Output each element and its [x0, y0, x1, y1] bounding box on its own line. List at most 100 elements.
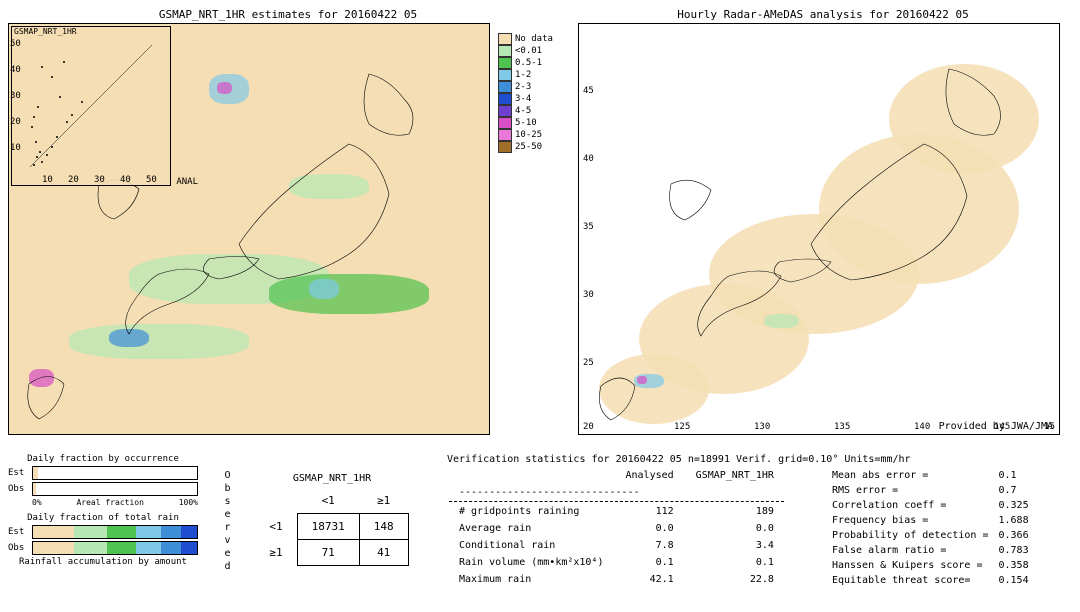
- obs-occ-bar: [32, 482, 198, 496]
- stat-row: Hanssen & Kuipers score =0.358: [828, 559, 1033, 572]
- accum-segment: [74, 526, 107, 538]
- stat-row: Correlation coeff =0.325: [828, 499, 1033, 512]
- inset-ytick: 30: [10, 91, 21, 101]
- accum-segment: [181, 542, 197, 554]
- radar-corner-lat: 20: [583, 422, 594, 432]
- verif-row: Conditional rain7.83.4: [449, 538, 784, 553]
- legend-label: 3-4: [515, 94, 531, 104]
- legend-row: 4-5: [498, 105, 568, 117]
- verif-analysed: 42.1: [616, 572, 684, 587]
- legend-label: 2-3: [515, 82, 531, 92]
- legend-label: 4-5: [515, 106, 531, 116]
- verif-label: # gridpoints raining: [449, 504, 614, 519]
- row-lt1: <1: [255, 514, 297, 540]
- est-total-row: Est: [8, 525, 198, 539]
- radar-ytick: 25: [583, 358, 594, 368]
- stat-row: Equitable threat score=0.154: [828, 574, 1033, 587]
- verif-label: Conditional rain: [449, 538, 614, 553]
- stat-value: 0.783: [995, 544, 1033, 557]
- verif-row: # gridpoints raining112189: [449, 504, 784, 519]
- legend-swatch: [498, 69, 512, 81]
- radar-title: Hourly Radar-AMeDAS analysis for 2016042…: [578, 8, 1068, 21]
- verif-table: AnalysedGSMAP_NRT_1HR ------------------…: [447, 467, 786, 589]
- accum-segment: [107, 542, 137, 554]
- stat-label: RMS error =: [828, 484, 993, 497]
- legend-swatch: [498, 141, 512, 153]
- stat-label: Hanssen & Kuipers score =: [828, 559, 993, 572]
- stat-label: Mean abs error =: [828, 469, 993, 482]
- inset-xtick: 50: [146, 175, 157, 185]
- accum-segment: [74, 542, 107, 554]
- legend-label: No data: [515, 34, 553, 44]
- verif-analysed: 7.8: [616, 538, 684, 553]
- legend-swatch: [498, 117, 512, 129]
- contingency-grid: <1≥1 <118731148 ≥17141: [255, 488, 408, 566]
- stat-label: False alarm ratio =: [828, 544, 993, 557]
- coastline-svg: [579, 24, 1059, 434]
- hdr-est: GSMAP_NRT_1HR: [686, 469, 784, 483]
- accum-segment: [33, 542, 74, 554]
- legend-row: 0.5-1: [498, 57, 568, 69]
- accum-segment: [161, 526, 181, 538]
- est-occ-bar: [32, 466, 198, 480]
- verif-est: 189: [686, 504, 784, 519]
- obs-total-row: Obs: [8, 541, 198, 555]
- obs-label: Obs: [8, 484, 32, 494]
- contingency-table: GSMAP_NRT_1HR <1≥1 <118731148 ≥17141: [237, 473, 427, 570]
- inset-ytick: 10: [10, 143, 21, 153]
- stat-label: Probability of detection =: [828, 529, 993, 542]
- fraction-panel: Daily fraction by occurrence Est Obs 0% …: [8, 454, 198, 589]
- legend-swatch: [498, 33, 512, 45]
- hdr-analysed: Analysed: [616, 469, 684, 483]
- legend-label: <0.01: [515, 46, 542, 56]
- obs-occ-row: Obs: [8, 482, 198, 496]
- verif-est: 22.8: [686, 572, 784, 587]
- accum-segment: [33, 526, 74, 538]
- axis-0: 0%: [32, 498, 42, 507]
- inset-anal: ANAL: [176, 177, 198, 187]
- radar-panel: Hourly Radar-AMeDAS analysis for 2016042…: [578, 8, 1068, 448]
- legend-swatch: [498, 105, 512, 117]
- axis-mid: Areal fraction: [76, 498, 143, 507]
- verif-est: 0.1: [686, 555, 784, 570]
- stat-row: Mean abs error =0.1: [828, 469, 1033, 482]
- observed-label: Observed: [218, 466, 237, 578]
- legend-label: 10-25: [515, 130, 542, 140]
- stat-value: 0.325: [995, 499, 1033, 512]
- stat-value: 0.1: [995, 469, 1033, 482]
- stat-row: Probability of detection =0.366: [828, 529, 1033, 542]
- cell-00: 18731: [297, 514, 359, 540]
- accum-segment: [181, 526, 197, 538]
- accum-segment: [136, 542, 161, 554]
- legend-swatch: [498, 57, 512, 69]
- stat-value: 0.7: [995, 484, 1033, 497]
- legend-row: 2-3: [498, 81, 568, 93]
- inset-svg: [12, 27, 170, 185]
- radar-ytick: 40: [583, 154, 594, 164]
- inset-scatter: GSMAP_NRT_1HR ANAL 50 40 30 20: [11, 26, 171, 186]
- legend-label: 5-10: [515, 118, 537, 128]
- gsmap-map: GSMAP_NRT_1HR ANAL 50 40 30 20: [8, 23, 490, 435]
- legend-row: 10-25: [498, 129, 568, 141]
- gsmap-panel: GSMAP_NRT_1HR estimates for 20160422 05: [8, 8, 568, 448]
- verif-row: Average rain0.00.0: [449, 521, 784, 536]
- obs-label: Obs: [8, 543, 32, 553]
- inset-xtick: 30: [94, 175, 105, 185]
- provided-by: Provided by JWA/JMA: [939, 421, 1053, 432]
- radar-ytick: 45: [583, 86, 594, 96]
- inset-ytick: 20: [10, 117, 21, 127]
- legend-row: 3-4: [498, 93, 568, 105]
- legend-swatch: [498, 45, 512, 57]
- verif-est: 0.0: [686, 521, 784, 536]
- radar-ytick: 35: [583, 222, 594, 232]
- total-title: Daily fraction of total rain: [8, 513, 198, 523]
- accum-segment: [136, 526, 161, 538]
- accum-segment: [161, 542, 181, 554]
- legend-row: 25-50: [498, 141, 568, 153]
- row-ge1: ≥1: [255, 540, 297, 566]
- inset-ytick: 40: [10, 65, 21, 75]
- legend-row: <0.01: [498, 45, 568, 57]
- verif-analysed: 0.1: [616, 555, 684, 570]
- stat-row: False alarm ratio =0.783: [828, 544, 1033, 557]
- col-lt1: <1: [297, 488, 359, 514]
